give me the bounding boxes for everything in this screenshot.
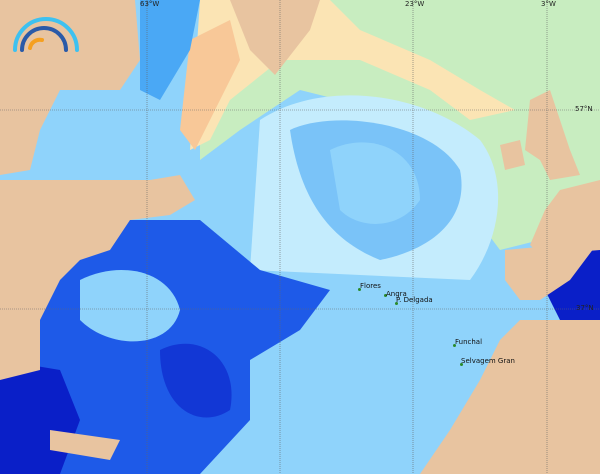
longitude-label: 3°W	[541, 0, 556, 8]
greenland	[230, 0, 320, 75]
north-america-land	[0, 0, 140, 175]
eddy-core	[330, 142, 420, 224]
place-label-angra[interactable]: Angra	[386, 290, 407, 298]
iberia	[505, 240, 600, 300]
cuba	[50, 430, 120, 460]
place-label-p-delgada[interactable]: P. Delgada	[396, 296, 433, 304]
ireland	[500, 140, 525, 170]
place-marker	[395, 302, 398, 305]
temperature-zone-orange	[180, 20, 240, 150]
place-marker	[453, 344, 456, 347]
france	[530, 180, 600, 255]
great-britain	[525, 90, 580, 180]
place-marker	[358, 288, 361, 291]
place-label-flores[interactable]: Flores	[360, 282, 381, 290]
latitude-label: 37°N	[576, 304, 594, 312]
place-label-funchal[interactable]: Funchal	[455, 338, 483, 346]
place-marker	[384, 294, 387, 297]
deep-eddy	[160, 343, 232, 418]
north-america-coast	[0, 175, 195, 380]
latitude-label: 57°N	[575, 105, 593, 113]
longitude-label: 23°W	[405, 0, 425, 8]
labrador-sea	[140, 0, 200, 100]
africa	[420, 320, 600, 474]
warm-core-eddy	[80, 270, 180, 342]
longitude-label: 63°W	[140, 0, 160, 8]
place-label-selvagem-grande[interactable]: Selvagem Gran	[461, 357, 515, 365]
arc-logo-icon	[13, 17, 79, 52]
place-marker	[460, 363, 463, 366]
